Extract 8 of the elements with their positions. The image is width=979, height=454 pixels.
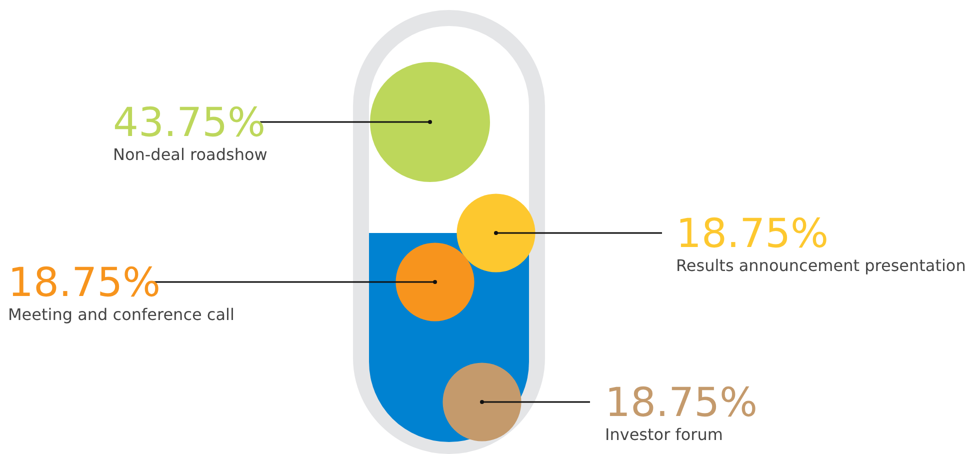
data-label: 18.75% (605, 380, 758, 426)
data-label: 43.75% (113, 100, 266, 146)
category-label: Meeting and conference call (8, 305, 234, 324)
category-label: Results announcement presentation (676, 256, 966, 275)
category-label: Non-deal roadshow (113, 145, 268, 164)
category-label: Investor forum (605, 425, 723, 444)
data-label: 18.75% (676, 211, 829, 257)
data-label: 18.75% (8, 260, 161, 306)
